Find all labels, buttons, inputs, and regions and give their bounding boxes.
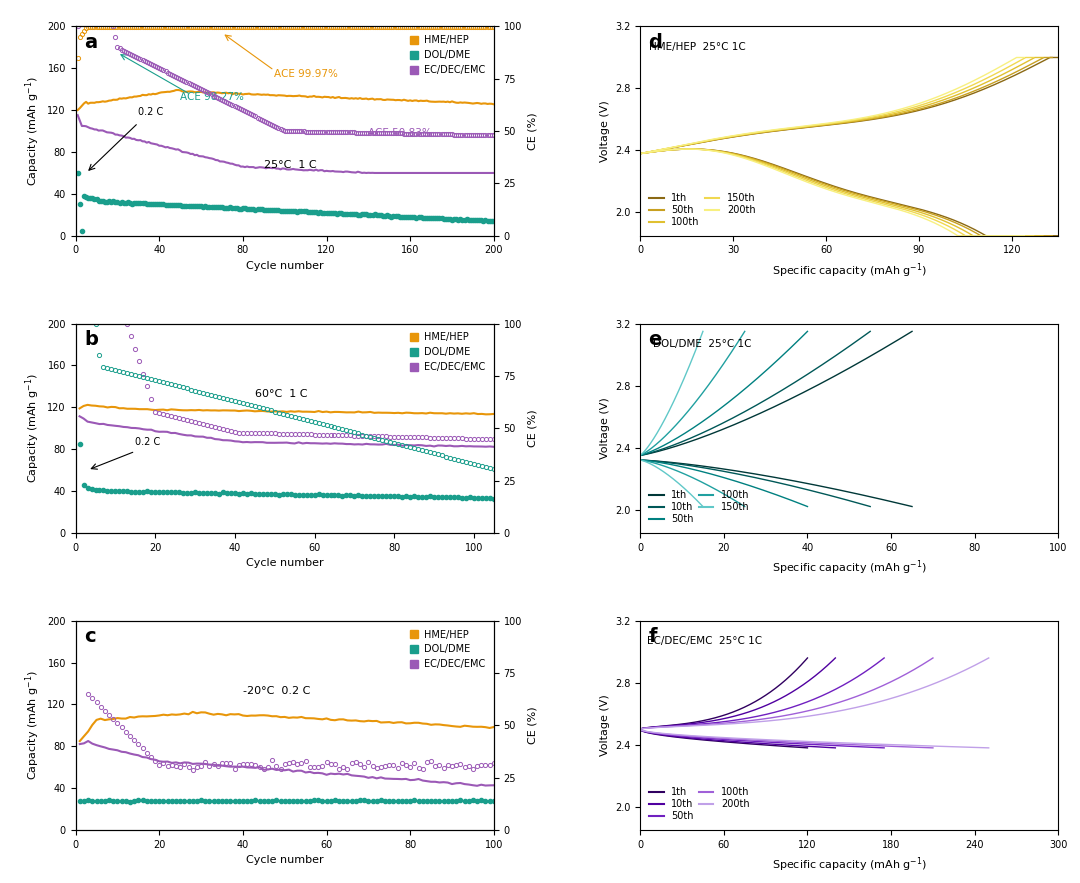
- Y-axis label: Voltage (V): Voltage (V): [599, 101, 609, 162]
- X-axis label: Specific capacity (mAh g$^{-1}$): Specific capacity (mAh g$^{-1}$): [772, 558, 927, 577]
- Text: HME/HEP  25°C 1C: HME/HEP 25°C 1C: [649, 42, 746, 52]
- Legend: 1th, 50th, 100th, 150th, 200th: 1th, 50th, 100th, 150th, 200th: [645, 189, 759, 230]
- X-axis label: Cycle number: Cycle number: [246, 261, 324, 271]
- X-axis label: Cycle number: Cycle number: [246, 856, 324, 865]
- Y-axis label: CE (%): CE (%): [527, 706, 538, 744]
- Text: 60°C  1 C: 60°C 1 C: [255, 389, 308, 399]
- Text: ACE 98.27%: ACE 98.27%: [180, 92, 244, 102]
- Legend: 1th, 10th, 50th, 100th, 200th: 1th, 10th, 50th, 100th, 200th: [645, 783, 754, 825]
- Legend: HME/HEP, DOL/DME, EC/DEC/EMC: HME/HEP, DOL/DME, EC/DEC/EMC: [405, 32, 489, 79]
- Legend: HME/HEP, DOL/DME, EC/DEC/EMC: HME/HEP, DOL/DME, EC/DEC/EMC: [405, 328, 489, 376]
- Y-axis label: Voltage (V): Voltage (V): [599, 695, 609, 756]
- Y-axis label: Capacity (mAh g$^{-1}$): Capacity (mAh g$^{-1}$): [24, 374, 42, 483]
- Text: ACE 50.83%: ACE 50.83%: [368, 128, 432, 139]
- Y-axis label: Capacity (mAh g$^{-1}$): Capacity (mAh g$^{-1}$): [24, 76, 42, 186]
- X-axis label: Specific capacity (mAh g$^{-1}$): Specific capacity (mAh g$^{-1}$): [772, 261, 927, 280]
- Text: f: f: [649, 627, 657, 646]
- Text: 0.2 C: 0.2 C: [135, 437, 161, 447]
- Y-axis label: CE (%): CE (%): [527, 112, 538, 150]
- Legend: 1th, 10th, 50th, 100th, 150th: 1th, 10th, 50th, 100th, 150th: [645, 487, 754, 528]
- Text: DOL/DME  25°C 1C: DOL/DME 25°C 1C: [652, 339, 752, 349]
- Text: e: e: [649, 330, 662, 349]
- Text: 0.2 C: 0.2 C: [138, 108, 163, 117]
- Text: ACE 99.97%: ACE 99.97%: [274, 69, 338, 79]
- Text: d: d: [649, 33, 662, 52]
- X-axis label: Specific capacity (mAh g$^{-1}$): Specific capacity (mAh g$^{-1}$): [772, 856, 927, 874]
- Text: EC/DEC/EMC  25°C 1C: EC/DEC/EMC 25°C 1C: [647, 636, 762, 646]
- Text: b: b: [84, 330, 98, 349]
- Y-axis label: CE (%): CE (%): [527, 410, 538, 447]
- Text: c: c: [84, 627, 96, 646]
- X-axis label: Cycle number: Cycle number: [246, 558, 324, 568]
- Y-axis label: Voltage (V): Voltage (V): [599, 397, 609, 459]
- Text: -20°C  0.2 C: -20°C 0.2 C: [243, 686, 310, 696]
- Legend: HME/HEP, DOL/DME, EC/DEC/EMC: HME/HEP, DOL/DME, EC/DEC/EMC: [405, 626, 489, 673]
- Text: 25°C  1 C: 25°C 1 C: [264, 160, 316, 170]
- Y-axis label: Capacity (mAh g$^{-1}$): Capacity (mAh g$^{-1}$): [24, 670, 42, 781]
- Text: a: a: [84, 33, 97, 52]
